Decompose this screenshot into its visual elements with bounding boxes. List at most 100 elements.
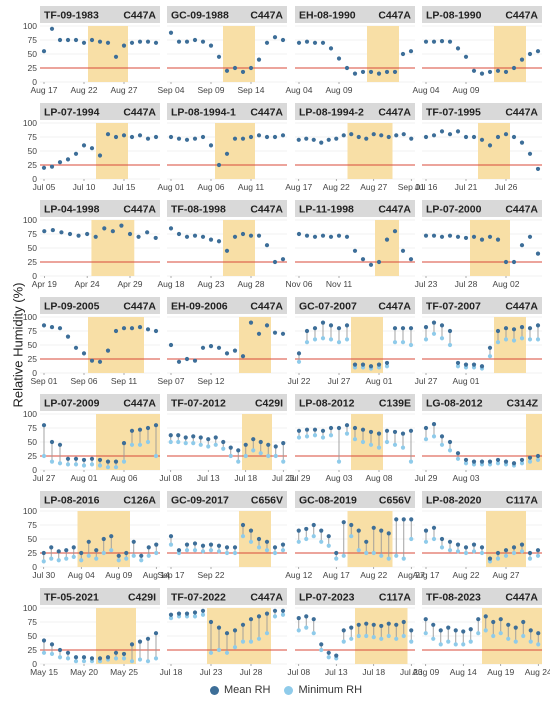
min-point (408, 459, 414, 464)
mean-point (105, 40, 111, 45)
mean-point (487, 459, 493, 464)
min-point (49, 651, 55, 657)
min-point (528, 639, 533, 644)
min-point (208, 548, 214, 553)
shaded-period (470, 220, 510, 276)
min-point (431, 331, 437, 336)
min-point (129, 659, 135, 664)
mean-point (495, 68, 501, 73)
mean-point (264, 611, 270, 616)
panel-strip (295, 6, 415, 23)
mean-point (386, 134, 391, 140)
x-tick-label: Jul 18 (160, 667, 183, 677)
x-tick-label: Aug 09 (453, 85, 480, 95)
mean-point (73, 655, 79, 660)
mean-point (368, 262, 374, 267)
min-point (273, 453, 278, 459)
min-point (154, 550, 159, 556)
mean-point (65, 37, 71, 43)
mean-point (455, 360, 461, 366)
shaded-period (351, 414, 383, 470)
min-point (519, 336, 525, 341)
mean-point (192, 233, 198, 238)
mean-point (248, 134, 254, 140)
min-point (479, 550, 485, 556)
mean-point (121, 133, 127, 138)
mean-point (495, 550, 501, 556)
mean-point (101, 536, 106, 542)
mean-point (312, 427, 318, 432)
x-tick-label: Aug 08 (366, 473, 393, 483)
panel-code: C447A (123, 301, 156, 313)
mean-point (97, 457, 103, 463)
y-tick-label: 25 (28, 451, 38, 461)
mean-point (471, 134, 477, 140)
min-point (251, 448, 256, 453)
mean-point (94, 548, 99, 553)
mean-point (423, 617, 428, 622)
min-point (145, 659, 151, 664)
x-tick-label: Aug 17 (285, 182, 312, 192)
mean-point (349, 625, 354, 630)
mean-point (97, 153, 103, 158)
min-point (232, 550, 238, 556)
mean-point (483, 614, 488, 619)
legend-label-mean: Mean RH (224, 684, 271, 696)
panel-lp-08-2020: LP-08-2020 C117A Aug 17 Aug 22 Aug 27 (413, 491, 542, 580)
mean-point (503, 459, 509, 464)
x-tick-label: Aug 14 (143, 570, 170, 580)
mean-point (495, 237, 501, 242)
min-point (423, 337, 429, 342)
panel-gc-09-2017: GC-09-2017 C656V Sep 17 Sep 22 (158, 491, 287, 580)
mean-point (304, 136, 309, 141)
min-point (379, 636, 384, 641)
mean-point (272, 259, 278, 265)
mean-point (168, 534, 174, 539)
min-point (280, 612, 286, 617)
mean-point (503, 69, 509, 75)
mean-point (521, 619, 526, 625)
x-tick-label: Jul 05 (33, 182, 56, 192)
mean-point (248, 617, 254, 622)
min-point (248, 539, 254, 544)
mean-point (97, 359, 103, 364)
mean-point (447, 233, 453, 238)
mean-point (379, 623, 384, 629)
y-tick-label: 25 (28, 354, 38, 364)
mean-point (192, 136, 198, 141)
y-tick-label: 75 (28, 229, 38, 239)
panel-title: TF-07-2022 (171, 592, 226, 604)
mean-point (296, 528, 301, 533)
panel-code: C139E (379, 398, 411, 410)
mean-point (93, 234, 98, 239)
min-point (137, 657, 143, 662)
mean-point (240, 136, 246, 141)
mean-point (439, 323, 445, 328)
mean-point (400, 248, 406, 253)
panel-title: LP-07-2000 (426, 204, 482, 216)
x-tick-label: Aug 27 (360, 182, 387, 192)
mean-point (341, 628, 346, 633)
y-tick-label: 0 (32, 659, 37, 669)
mean-point (73, 151, 79, 156)
mean-point (131, 539, 136, 544)
mean-point (256, 133, 262, 138)
y-tick-label: 50 (28, 437, 38, 447)
mean-point (447, 39, 453, 44)
y-tick-label: 100 (23, 118, 37, 128)
mean-point (431, 133, 437, 138)
x-tick-label: Sep 01 (31, 376, 58, 386)
min-point (213, 442, 218, 447)
mean-point (326, 650, 331, 655)
mean-point (97, 39, 103, 44)
panel-title: LP-08-1994-2 (299, 107, 364, 119)
mean-point (447, 328, 453, 334)
mean-point (384, 360, 390, 366)
y-tick-label: 50 (28, 49, 38, 59)
mean-point (360, 69, 366, 75)
panel-tf-07-2022: TF-07-2022 C447A Jul 18 Jul 23 Jul 28 (160, 588, 287, 677)
panel-title: LP-08-2020 (426, 495, 482, 507)
mean-point (272, 134, 278, 140)
mean-point (479, 364, 485, 369)
mean-point (535, 323, 541, 328)
